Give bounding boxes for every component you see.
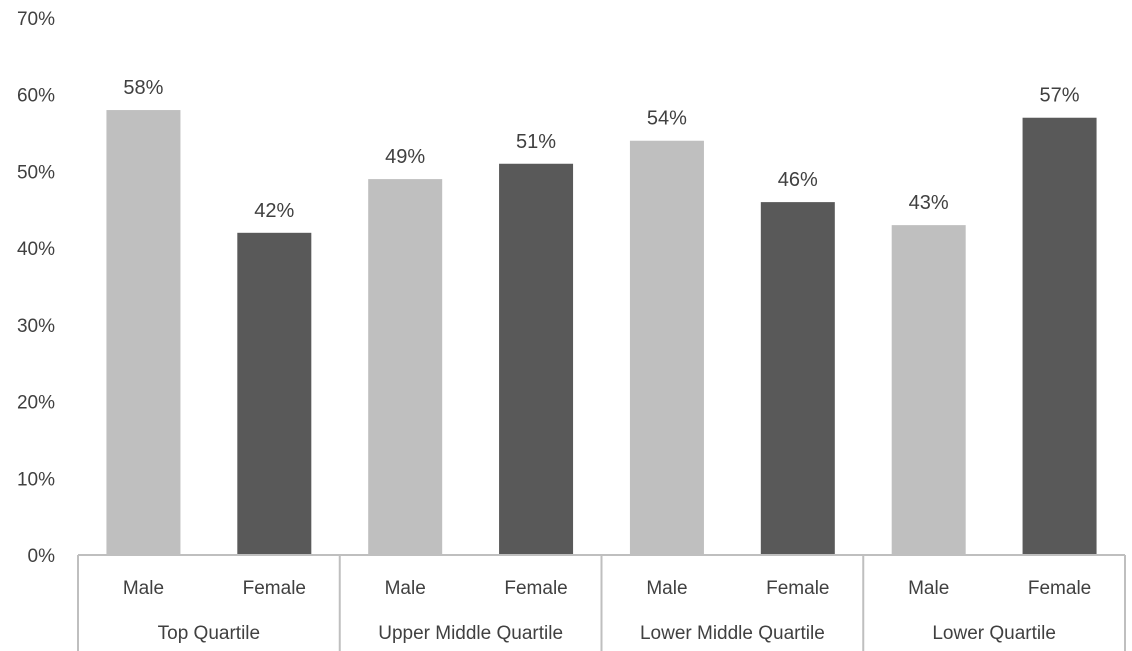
data-label: 43% — [909, 192, 949, 214]
data-label: 54% — [647, 108, 687, 130]
x-group-label: Top Quartile — [158, 623, 260, 644]
x-group-label: Lower Middle Quartile — [640, 623, 825, 644]
y-tick-label: 70% — [17, 9, 55, 30]
data-labels: 58% 42% 49% 51% 54% 46% 43% 57% — [123, 77, 1079, 222]
x-axis: Male Female Top Quartile Male Female Upper Mi… — [77, 554, 1126, 651]
data-label: 51% — [516, 131, 556, 153]
x-category-label: Female — [1028, 578, 1091, 599]
y-tick-label: 60% — [17, 86, 55, 107]
y-axis-ticks: 0% 10% 20% 30% 40% 50% 60% 70% — [17, 9, 55, 567]
x-category-label: Male — [908, 578, 949, 599]
y-tick-label: 0% — [28, 546, 56, 567]
x-category-label: Female — [766, 578, 829, 599]
bar-male — [891, 225, 966, 555]
y-tick-label: 50% — [17, 162, 55, 183]
x-category-label: Female — [243, 578, 306, 599]
y-tick-label: 40% — [17, 239, 55, 260]
bar-female — [499, 163, 574, 555]
bar-female — [237, 232, 312, 556]
data-label: 49% — [385, 146, 425, 168]
data-label: 46% — [778, 169, 818, 191]
y-tick-label: 30% — [17, 316, 55, 337]
data-label: 58% — [123, 77, 163, 99]
y-tick-label: 20% — [17, 393, 55, 414]
x-group-label: Upper Middle Quartile — [378, 623, 563, 644]
bar-male — [629, 140, 704, 555]
bar-male — [106, 110, 181, 556]
bar-female — [1022, 117, 1097, 555]
data-label: 57% — [1040, 85, 1080, 107]
x-category-label: Male — [385, 578, 426, 599]
bar-female — [760, 202, 835, 555]
bar-male — [368, 179, 443, 555]
y-tick-label: 10% — [17, 469, 55, 490]
x-category-label: Male — [646, 578, 687, 599]
x-group-label: Lower Quartile — [932, 623, 1056, 644]
x-category-label: Male — [123, 578, 164, 599]
bars — [106, 110, 1097, 556]
data-label: 42% — [254, 200, 294, 222]
x-category-label: Female — [504, 578, 567, 599]
